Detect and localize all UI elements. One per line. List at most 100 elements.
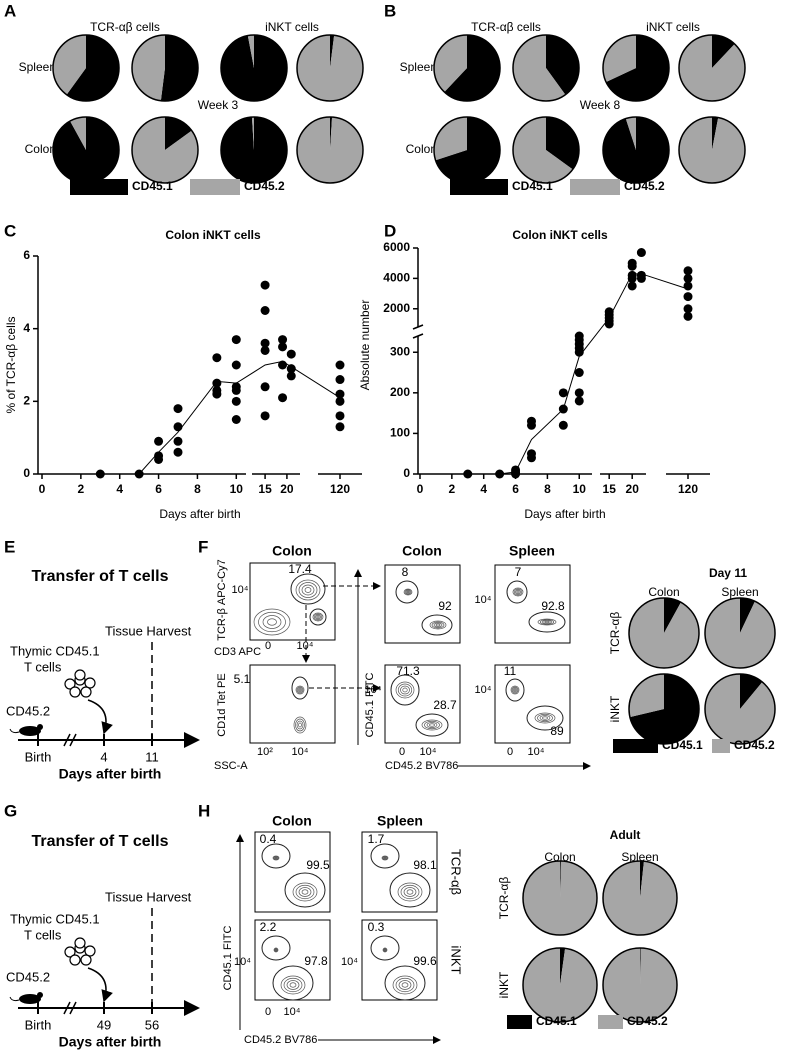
data-point <box>286 364 296 374</box>
donor-label: T cells <box>24 927 62 942</box>
row-label: TCR-αβ <box>497 877 511 920</box>
pie-outline <box>602 860 678 936</box>
tick-label: 10⁴ <box>365 684 382 696</box>
data-point <box>231 335 241 345</box>
contour <box>537 618 557 626</box>
contour <box>274 948 278 952</box>
gate <box>384 965 426 1001</box>
donor-label: Thymic CD45.1 <box>10 911 100 926</box>
tick-label: 0 <box>265 1006 271 1018</box>
pie-slice <box>628 598 699 668</box>
pie-outline <box>433 34 501 102</box>
flow-f: Colon Colon Spleen 17.4 5.1 8 92 7 92.8 … <box>214 543 591 772</box>
contour <box>258 611 286 633</box>
contour <box>510 685 520 695</box>
gate <box>506 580 528 604</box>
pie-outline <box>522 860 598 936</box>
data-point <box>683 266 693 276</box>
tick-label: 10⁴ <box>475 684 492 696</box>
flow-plot <box>361 919 438 1001</box>
pie-slice <box>628 674 664 718</box>
contour <box>395 681 415 699</box>
legend-swatch <box>613 739 658 753</box>
contour <box>274 856 278 860</box>
data-point <box>683 273 693 283</box>
timeline-start: Birth <box>25 1017 52 1032</box>
pie-outline <box>602 116 670 184</box>
gate-value: 98.1 <box>413 858 437 872</box>
pie-slice <box>66 35 119 101</box>
pie-slice <box>712 117 719 150</box>
flow-title: Spleen <box>509 543 555 559</box>
panel-label: G <box>4 801 17 820</box>
diagram-title: Transfer of T cells <box>32 568 169 585</box>
pie-slice <box>513 117 573 184</box>
tick-label: 10⁴ <box>297 640 314 652</box>
legend-swatch <box>450 179 508 195</box>
row-label: TCR-αβ <box>449 849 464 895</box>
y-tick-label: 0 <box>23 466 30 480</box>
recipient-label: CD45.2 <box>6 969 50 984</box>
pie-slice <box>606 35 670 102</box>
flow-plot <box>254 831 331 913</box>
contour <box>292 882 318 902</box>
cells-icon <box>64 937 96 966</box>
pie-slice <box>434 117 467 161</box>
x-axis-label: Days after birth <box>159 507 240 521</box>
contour <box>295 579 321 601</box>
contour <box>383 948 387 952</box>
timeline-label: Days after birth <box>59 1034 162 1050</box>
y-tick-label: 6 <box>23 248 30 262</box>
pie-slice <box>434 35 467 93</box>
gate-value: 92 <box>438 599 452 613</box>
donor-label: T cells <box>24 659 62 674</box>
gate-value: 99.5 <box>306 858 330 872</box>
flow-plot <box>361 831 438 913</box>
y-tick-label: 2000 <box>383 301 410 315</box>
x-tick-label: 4 <box>116 482 123 496</box>
mouse-icon <box>9 724 43 736</box>
axis-label: CD45.2 BV786 <box>244 1034 317 1046</box>
contour <box>289 982 297 988</box>
pie-slice <box>444 35 501 101</box>
data-point <box>574 368 584 378</box>
data-point <box>526 449 536 459</box>
axis-label: SSC-A <box>214 760 248 772</box>
pie-slice <box>679 35 745 101</box>
pie-outline <box>220 116 288 184</box>
pie-outline <box>704 673 776 745</box>
pie-outline <box>131 116 199 184</box>
data-point <box>627 270 637 280</box>
contour <box>539 619 555 625</box>
contour <box>296 720 304 730</box>
x-tick-label: 8 <box>544 482 551 496</box>
pie-outline <box>296 34 364 102</box>
data-point <box>260 345 270 355</box>
column-title: Spleen <box>621 850 658 864</box>
tick-label: 0 <box>399 746 405 758</box>
flow-plot <box>249 562 336 641</box>
column-title: iNKT cells <box>646 20 700 34</box>
data-point <box>231 360 241 370</box>
axis-label: TCR-β APC-Cy7 <box>216 559 228 641</box>
contour <box>253 608 291 636</box>
pie-outline <box>602 34 670 102</box>
gate-value: 2.2 <box>260 920 277 934</box>
gate <box>421 614 453 636</box>
y-tick-label: 4 <box>23 321 30 335</box>
gate <box>370 843 400 869</box>
contour <box>511 686 519 694</box>
data-point <box>683 304 693 314</box>
transfer-arrow <box>87 699 113 735</box>
chart-title: Colon iNKT cells <box>512 228 608 242</box>
column-title: Colon <box>544 850 575 864</box>
pie-outline <box>296 116 364 184</box>
x-tick-label: 20 <box>280 482 294 496</box>
column-title: Spleen <box>721 585 758 599</box>
contour <box>274 857 278 859</box>
contour <box>382 856 388 860</box>
contour <box>301 889 309 895</box>
data-point <box>511 465 521 475</box>
contour <box>298 887 312 897</box>
contour <box>539 715 551 721</box>
